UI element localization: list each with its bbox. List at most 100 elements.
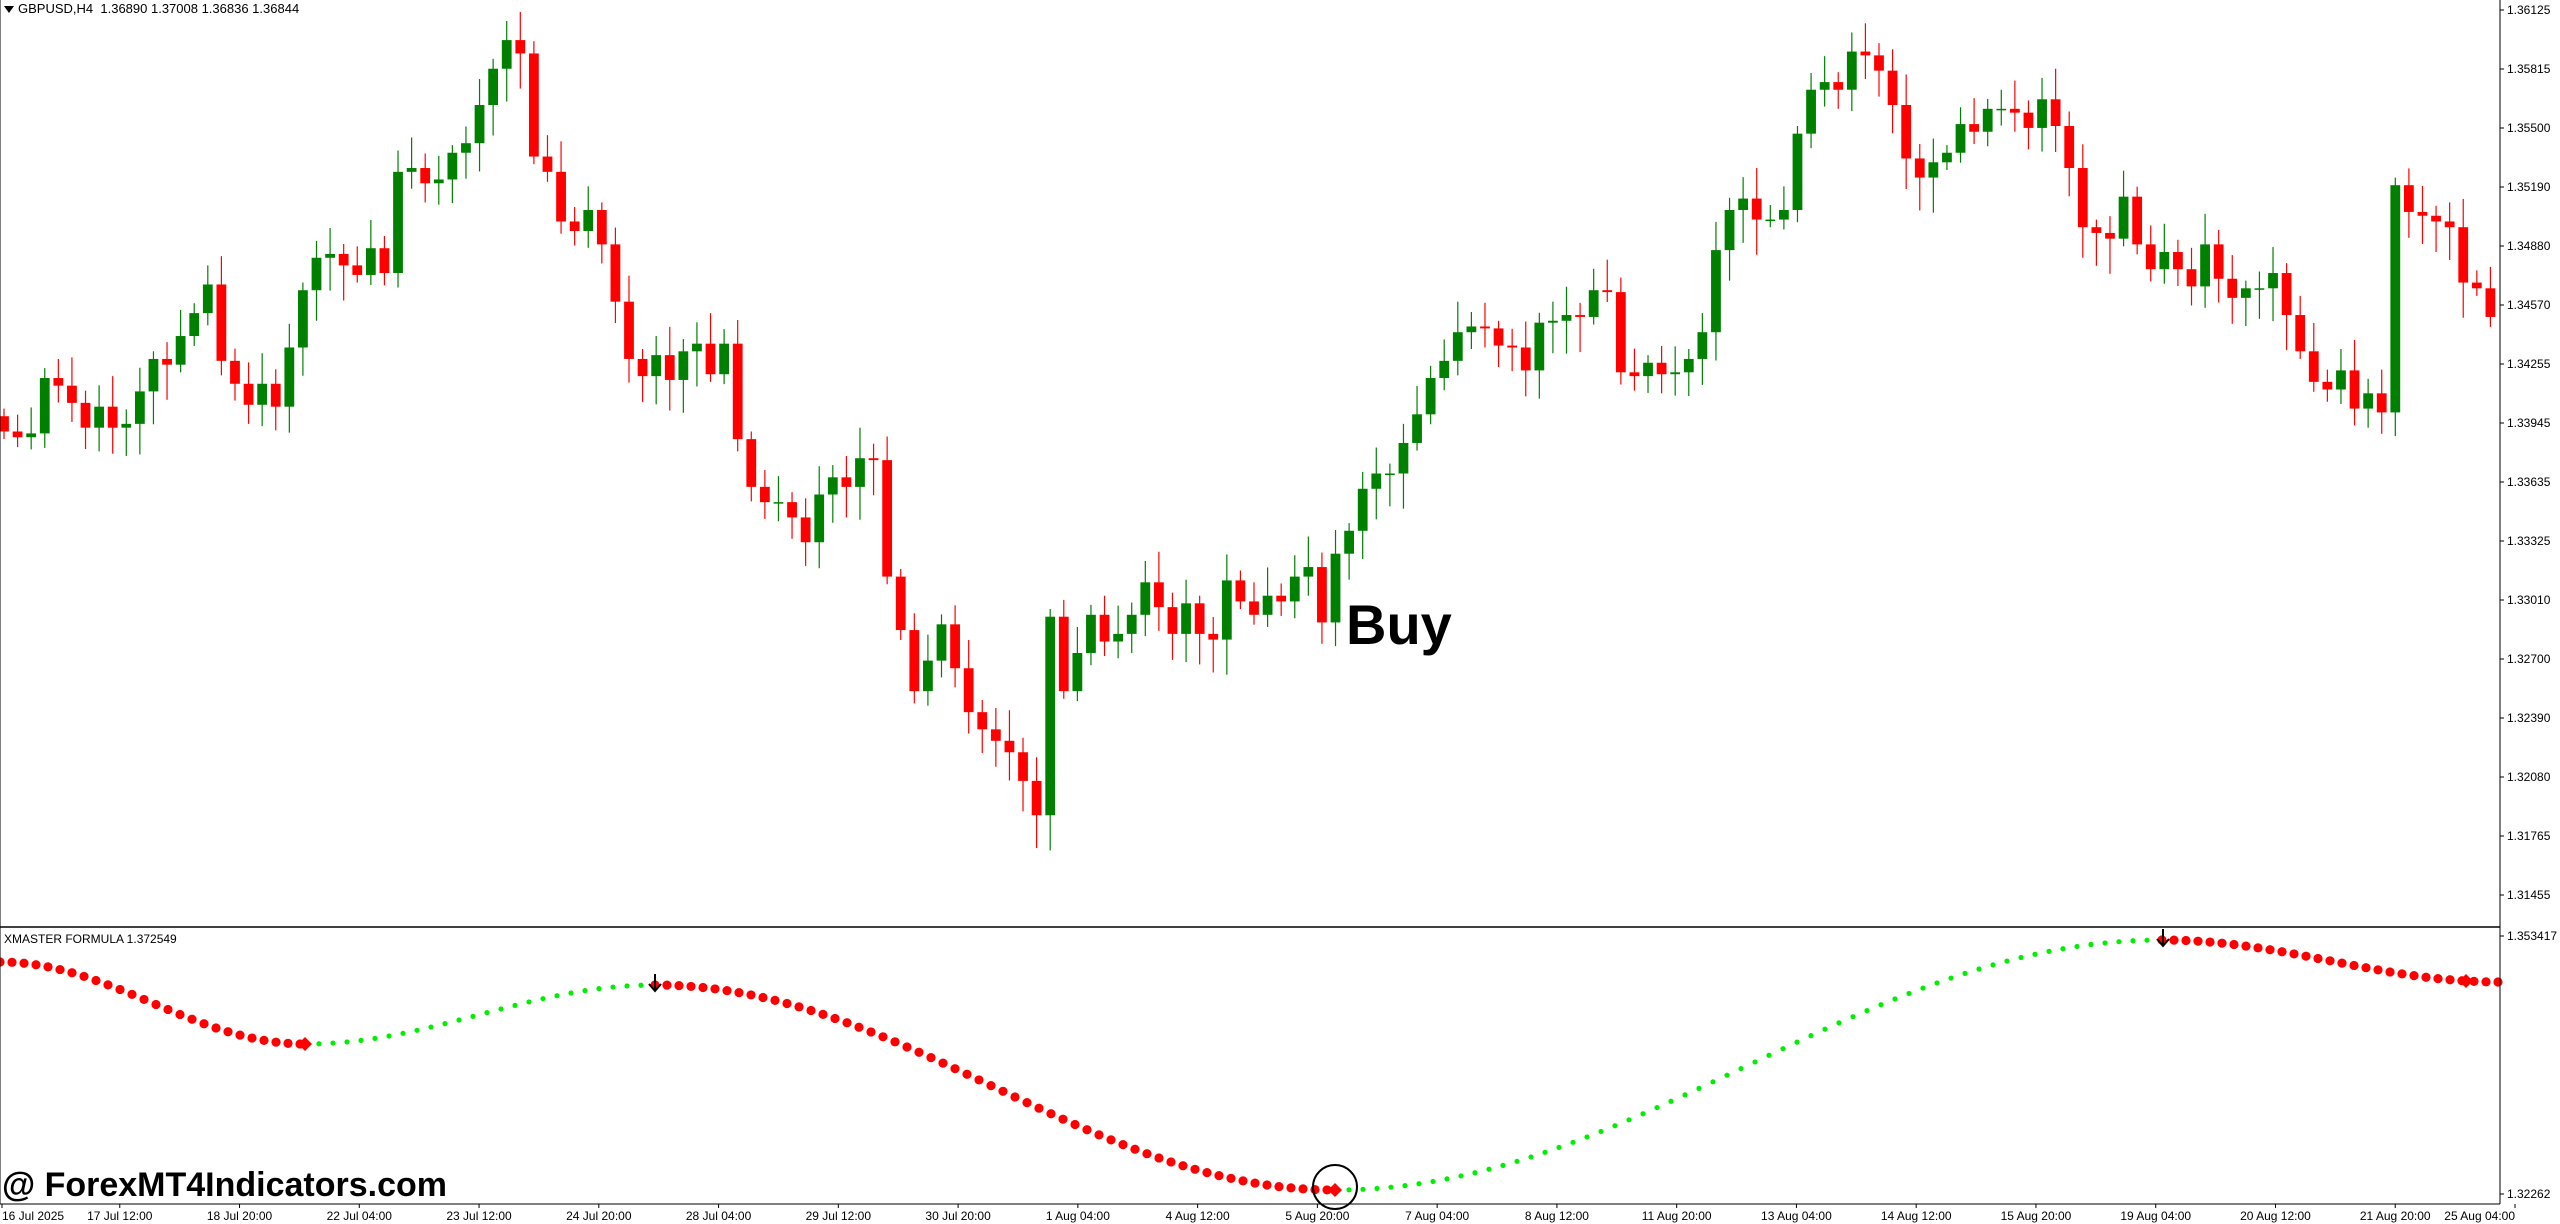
trend-dot bbox=[1250, 1178, 1260, 1188]
candle-body bbox=[1058, 616, 1069, 692]
candle-body bbox=[950, 624, 960, 669]
candle-body bbox=[1507, 345, 1518, 348]
trend-dot bbox=[1082, 1125, 1092, 1135]
price-tick-label: 1.34255 bbox=[2507, 357, 2551, 371]
candle-body bbox=[1955, 124, 1966, 153]
candle-body bbox=[855, 458, 865, 487]
trend-dot bbox=[7, 957, 17, 967]
candle-body bbox=[284, 347, 295, 407]
candle-body bbox=[433, 179, 444, 184]
trend-dot bbox=[1166, 1157, 1176, 1167]
candle-body bbox=[39, 378, 50, 434]
candle-body bbox=[1792, 133, 1803, 211]
trend-dot bbox=[2217, 938, 2227, 948]
trend-dot bbox=[2337, 958, 2347, 968]
candle-body bbox=[1697, 332, 1708, 359]
trend-dot bbox=[1046, 1109, 1056, 1119]
trend-dot bbox=[1070, 1119, 1080, 1130]
trend-dot bbox=[199, 1019, 209, 1029]
price-tick-label: 1.33635 bbox=[2507, 475, 2551, 489]
indicator-pane[interactable] bbox=[0, 929, 2503, 1210]
trend-dot bbox=[2397, 969, 2407, 979]
candle-body bbox=[2023, 112, 2034, 128]
main-price-pane[interactable] bbox=[0, 11, 2496, 851]
candle-body bbox=[759, 486, 770, 503]
trend-dot bbox=[686, 981, 696, 992]
trend-dot bbox=[1360, 1186, 1366, 1192]
candle-body bbox=[637, 358, 648, 377]
candle-body bbox=[1493, 328, 1504, 346]
trend-dot bbox=[1238, 1176, 1248, 1186]
trend-dot bbox=[1878, 1002, 1884, 1008]
trend-dot bbox=[1214, 1171, 1224, 1181]
trend-dot bbox=[1948, 975, 1954, 981]
trend-dot bbox=[91, 975, 101, 986]
candle-body bbox=[1588, 290, 1599, 317]
candle-body bbox=[583, 210, 594, 232]
candle-body bbox=[882, 460, 893, 577]
trend-dot bbox=[1696, 1085, 1702, 1091]
trend-dot bbox=[456, 1017, 462, 1023]
buy-signal-diamond-icon[interactable] bbox=[298, 1037, 312, 1051]
candle-body bbox=[1167, 607, 1178, 634]
candle-body bbox=[1928, 162, 1939, 178]
candle-body bbox=[2064, 126, 2075, 169]
trend-dot bbox=[1402, 1183, 1408, 1189]
trend-dot bbox=[866, 1027, 876, 1037]
candle-body bbox=[1086, 614, 1096, 653]
candle-body bbox=[2404, 185, 2414, 212]
price-tick-label: 1.33010 bbox=[2507, 593, 2551, 607]
trend-dot bbox=[372, 1035, 378, 1041]
trend-dot bbox=[1226, 1173, 1236, 1183]
candle-body bbox=[746, 439, 757, 487]
candle-body bbox=[1099, 614, 1110, 642]
candle-body bbox=[529, 53, 539, 157]
trend-dot bbox=[139, 994, 149, 1005]
trend-dot bbox=[414, 1027, 420, 1033]
candle-body bbox=[2091, 227, 2102, 233]
candle-body bbox=[1548, 320, 1558, 323]
trend-dot bbox=[890, 1037, 900, 1047]
trend-dot bbox=[1822, 1026, 1828, 1032]
trend-dot bbox=[247, 1033, 257, 1043]
price-tick-label: 1.36125 bbox=[2507, 3, 2551, 17]
trend-dot bbox=[1570, 1139, 1576, 1145]
trend-dot bbox=[2004, 958, 2010, 964]
trend-dot bbox=[1430, 1178, 1436, 1185]
time-tick-label: 19 Aug 04:00 bbox=[2120, 1209, 2191, 1223]
candle-body bbox=[1874, 55, 1884, 71]
collapse-triangle-icon[interactable] bbox=[4, 6, 14, 14]
candle-body bbox=[1602, 290, 1613, 293]
candle-body bbox=[705, 343, 716, 375]
trend-dot bbox=[1710, 1079, 1716, 1085]
trend-dot bbox=[914, 1047, 924, 1057]
price-tick-label: 1.31765 bbox=[2507, 829, 2551, 843]
candle-body bbox=[1208, 633, 1219, 640]
trend-dot bbox=[1514, 1158, 1520, 1164]
buy-signal-diamond-icon[interactable] bbox=[2459, 974, 2473, 988]
candle-body bbox=[189, 313, 200, 337]
trend-dot bbox=[1836, 1020, 1842, 1026]
candle-body bbox=[1452, 332, 1463, 361]
trend-dot bbox=[330, 1040, 336, 1046]
trend-dot bbox=[2046, 948, 2052, 954]
trend-dot bbox=[1190, 1164, 1200, 1174]
time-tick-label: 8 Aug 12:00 bbox=[1525, 1209, 1589, 1223]
trend-dot bbox=[358, 1037, 364, 1043]
price-tick-label: 1.32390 bbox=[2507, 711, 2551, 725]
candle-body bbox=[1181, 603, 1191, 634]
candle-body bbox=[420, 168, 431, 184]
price-tick-label: 1.32700 bbox=[2507, 652, 2551, 666]
trend-dot bbox=[103, 980, 113, 990]
candle-body bbox=[2213, 244, 2224, 279]
buy-signal-diamond-icon[interactable] bbox=[1328, 1183, 1342, 1197]
candle-body bbox=[1398, 442, 1409, 474]
candle-body bbox=[148, 358, 159, 392]
sell-arrow-icon[interactable] bbox=[2156, 929, 2170, 948]
candle-body bbox=[2444, 221, 2455, 228]
sell-arrow-icon[interactable] bbox=[648, 974, 662, 993]
trend-dot bbox=[1990, 962, 1996, 968]
candle-body bbox=[2240, 288, 2251, 298]
